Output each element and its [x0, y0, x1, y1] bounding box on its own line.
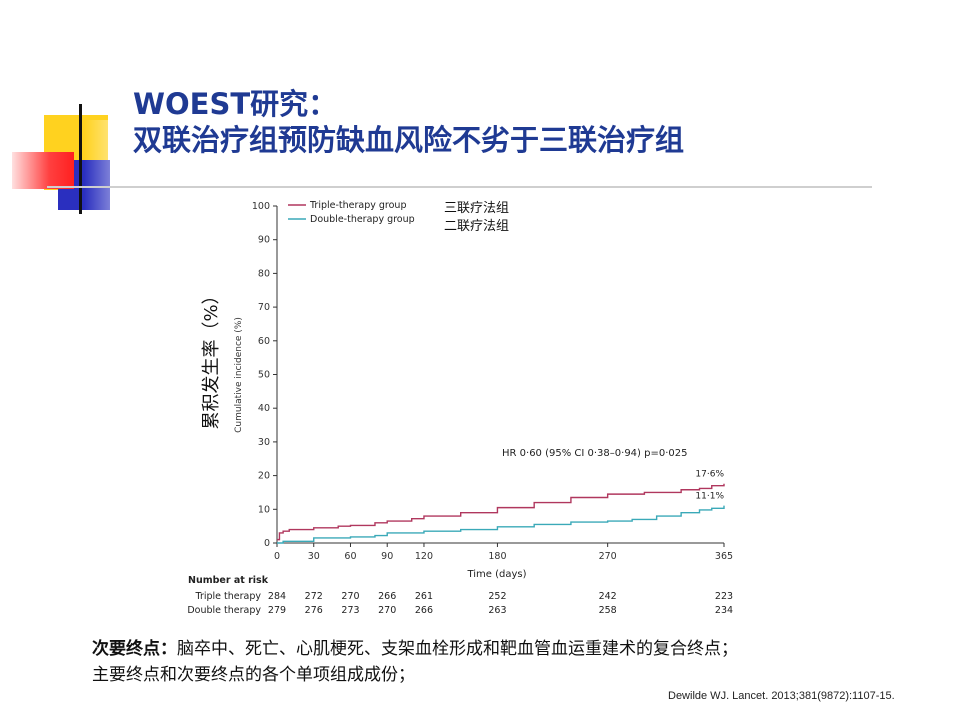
y-axis-label: Cumulative incidence (%): [234, 317, 244, 433]
series-end-label: 11·1%: [695, 492, 724, 502]
risk-cell: 263: [488, 605, 506, 616]
chart-axes: 0 10 20 30 40 50 60 70 80 90 100 0 30 60 90 120 180 270 36…: [252, 201, 733, 562]
y-tick-label: 50: [258, 370, 270, 381]
title-divider: [47, 186, 872, 188]
risk-cell: 273: [341, 605, 359, 616]
y-tick-label: 80: [258, 268, 270, 279]
y-tick-label: 70: [258, 302, 270, 313]
x-tick-label: 180: [488, 551, 506, 562]
risk-table-title: Number at risk: [188, 575, 269, 586]
risk-cell: 270: [378, 605, 396, 616]
secondary-endpoint-note-line2: 主要终点和次要终点的各个单项组成成份；: [92, 665, 415, 685]
risk-row-label: Triple therapy: [195, 591, 262, 602]
series-line-double: [277, 505, 725, 544]
legend-label-double: Double-therapy group: [310, 214, 415, 225]
risk-cell: 276: [305, 605, 323, 616]
risk-cell: 284: [268, 591, 286, 602]
y-tick-label: 30: [258, 437, 270, 448]
deco-red-bar: [12, 152, 74, 189]
hr-annotation: HR 0·60 (95% CI 0·38–0·94) p=0·025: [502, 448, 687, 459]
y-tick-label: 60: [258, 336, 270, 347]
slide-title: WOEST研究： 双联治疗组预防缺血风险不劣于三联治疗组: [133, 86, 933, 158]
number-at-risk-table: Number at risk Triple therapy 284 272 270 266…: [187, 575, 733, 616]
y-tick-label: 20: [258, 471, 270, 482]
legend-cn-triple: 三联疗法组: [444, 201, 509, 216]
x-tick-label: 30: [308, 551, 320, 562]
x-tick-label: 90: [381, 551, 393, 562]
note-label: 次要终点：: [92, 639, 177, 659]
y-tick-label: 100: [252, 201, 270, 212]
risk-row-label: Double therapy: [187, 605, 261, 616]
risk-cell: 270: [341, 591, 359, 602]
chart-series: 17·6% 11·1%: [277, 470, 725, 544]
x-tick-label: 120: [415, 551, 433, 562]
title-line-2: 双联治疗组预防缺血风险不劣于三联治疗组: [133, 123, 685, 157]
legend-cn-double: 二联疗法组: [444, 219, 509, 234]
y-axis-label-cn: 累积发生率（%）: [201, 286, 222, 429]
deco-white-fade: [84, 120, 144, 210]
x-tick-label: 60: [344, 551, 356, 562]
y-tick-label: 40: [258, 403, 270, 414]
risk-cell: 272: [305, 591, 323, 602]
x-tick-label: 270: [599, 551, 617, 562]
x-tick-label: 0: [274, 551, 280, 562]
risk-cell: 242: [599, 591, 617, 602]
risk-cell: 252: [488, 591, 506, 602]
risk-cell: 258: [599, 605, 617, 616]
y-tick-label: 90: [258, 235, 270, 246]
legend-label-triple: Triple-therapy group: [309, 200, 406, 211]
series-line-triple: [277, 483, 725, 541]
x-axis-label: Time (days): [466, 569, 526, 580]
note-text: 脑卒中、死亡、心肌梗死、支架血栓形成和靶血管血运重建术的复合终点；: [177, 639, 738, 659]
risk-cell: 266: [415, 605, 433, 616]
risk-cell: 234: [715, 605, 733, 616]
secondary-endpoint-note: 次要终点：脑卒中、死亡、心肌梗死、支架血栓形成和靶血管血运重建术的复合终点；: [92, 634, 738, 659]
citation: Dewilde WJ. Lancet. 2013;381(9872):1107-…: [668, 690, 895, 702]
series-end-label: 17·6%: [695, 470, 724, 480]
title-line-1: WOEST研究：: [133, 87, 338, 121]
y-tick-label: 0: [264, 538, 270, 549]
risk-cell: 279: [268, 605, 286, 616]
x-tick-label: 365: [715, 551, 733, 562]
risk-cell: 261: [415, 591, 433, 602]
y-tick-label: 10: [258, 504, 270, 515]
risk-cell: 266: [378, 591, 396, 602]
deco-vertical-line: [79, 104, 82, 214]
risk-cell: 223: [715, 591, 733, 602]
